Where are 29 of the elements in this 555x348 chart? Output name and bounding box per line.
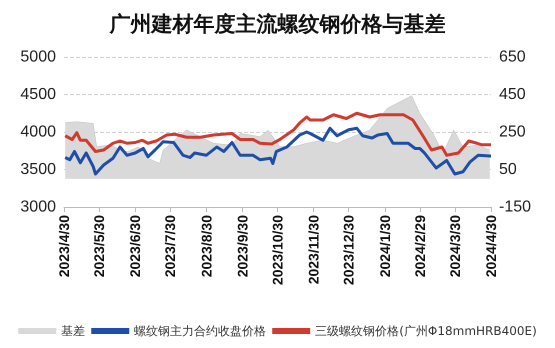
chart-title: 广州建材年度主流螺纹钢价格与基差 bbox=[108, 11, 446, 36]
line-series bbox=[64, 126, 492, 176]
y-tick-label: 3000 bbox=[20, 198, 56, 216]
x-tick-label: 2023/5/30 bbox=[91, 214, 107, 278]
legend-label: 螺纹钢主力合约收盘价格 bbox=[134, 324, 266, 338]
x-tick-label: 2023/12/30 bbox=[340, 214, 357, 286]
y-tick-label: 3500 bbox=[20, 161, 56, 178]
legend-label: 三级螺纹钢价格(广州Φ18mmHRB400E) bbox=[315, 324, 537, 338]
line-series bbox=[64, 112, 492, 157]
x-tick-label: 2024/2/29 bbox=[412, 214, 428, 278]
x-tick-label: 2024/1/30 bbox=[376, 214, 393, 278]
y-tick-label: 4000 bbox=[20, 124, 56, 140]
y2-tick-label: 250 bbox=[499, 124, 526, 140]
y-tick-label: 4500 bbox=[20, 86, 56, 103]
y-tick-label: 5000 bbox=[20, 48, 56, 66]
legend-label: 基差 bbox=[61, 324, 86, 338]
x-tick-label: 2024/4/30 bbox=[483, 214, 499, 278]
x-tick-label: 2023/10/30 bbox=[270, 214, 286, 286]
y2-tick-label: 650 bbox=[499, 48, 526, 66]
y2-tick-label: -150 bbox=[499, 198, 532, 216]
x-tick-label: 2023/4/30 bbox=[56, 214, 72, 278]
y2-tick-label: 50 bbox=[499, 161, 517, 178]
x-tick-label: 2023/9/30 bbox=[234, 214, 250, 278]
x-tick-label: 2023/6/30 bbox=[127, 214, 144, 278]
y2-tick-label: 450 bbox=[499, 86, 526, 103]
x-tick-label: 2023/11/30 bbox=[306, 214, 322, 284]
x-tick-label: 2023/8/30 bbox=[198, 214, 214, 278]
x-tick-label: 2024/3/30 bbox=[446, 214, 463, 278]
x-tick-label: 2023/7/30 bbox=[162, 214, 178, 278]
